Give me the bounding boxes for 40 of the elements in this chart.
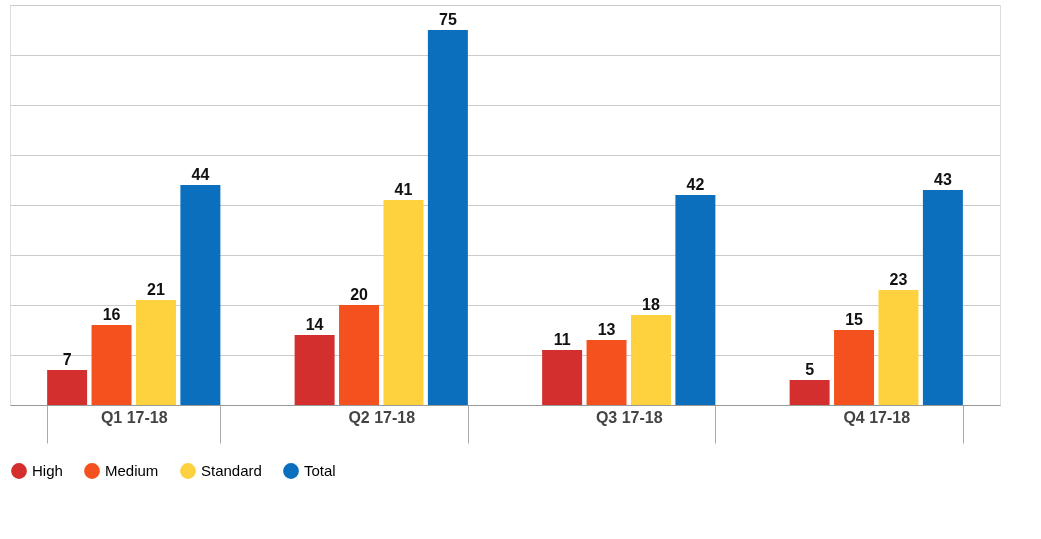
bar xyxy=(294,335,335,405)
data-label: 15 xyxy=(845,311,864,328)
bar xyxy=(135,300,176,405)
bar xyxy=(675,195,716,405)
data-label: 23 xyxy=(889,271,908,288)
data-label: 75 xyxy=(438,11,457,28)
bar xyxy=(878,290,919,405)
bar xyxy=(383,200,424,405)
data-label: 21 xyxy=(147,281,165,298)
bar xyxy=(180,185,221,405)
data-label: 11 xyxy=(553,331,571,348)
data-label: 7 xyxy=(62,351,72,368)
bar xyxy=(91,325,132,405)
data-label: 42 xyxy=(686,176,705,193)
bar xyxy=(789,380,830,405)
data-label: 43 xyxy=(933,171,952,188)
bar xyxy=(834,330,875,405)
bar xyxy=(542,350,583,405)
x-tick-label: Q4 17-18 xyxy=(843,408,911,426)
data-label: 20 xyxy=(350,286,369,303)
data-label: 5 xyxy=(805,361,815,378)
bar xyxy=(427,30,468,405)
legend-label: High xyxy=(32,462,63,479)
x-tick-label: Q2 17-18 xyxy=(348,408,416,426)
data-label: 41 xyxy=(394,181,413,198)
data-label: 18 xyxy=(642,296,660,313)
legend-label: Total xyxy=(304,462,336,479)
bar xyxy=(586,340,627,405)
bar xyxy=(630,315,671,405)
bar xyxy=(922,190,963,405)
x-tick-label: Q3 17-18 xyxy=(595,408,663,426)
data-label: 16 xyxy=(102,306,121,323)
legend-label: Standard xyxy=(201,462,262,479)
data-label: 14 xyxy=(305,316,324,333)
bar xyxy=(339,305,380,405)
legend-label: Medium xyxy=(105,462,159,479)
bar xyxy=(47,370,88,405)
data-label: 13 xyxy=(597,321,616,338)
data-label: 44 xyxy=(191,166,210,183)
x-tick-label: Q1 17-18 xyxy=(100,408,168,426)
